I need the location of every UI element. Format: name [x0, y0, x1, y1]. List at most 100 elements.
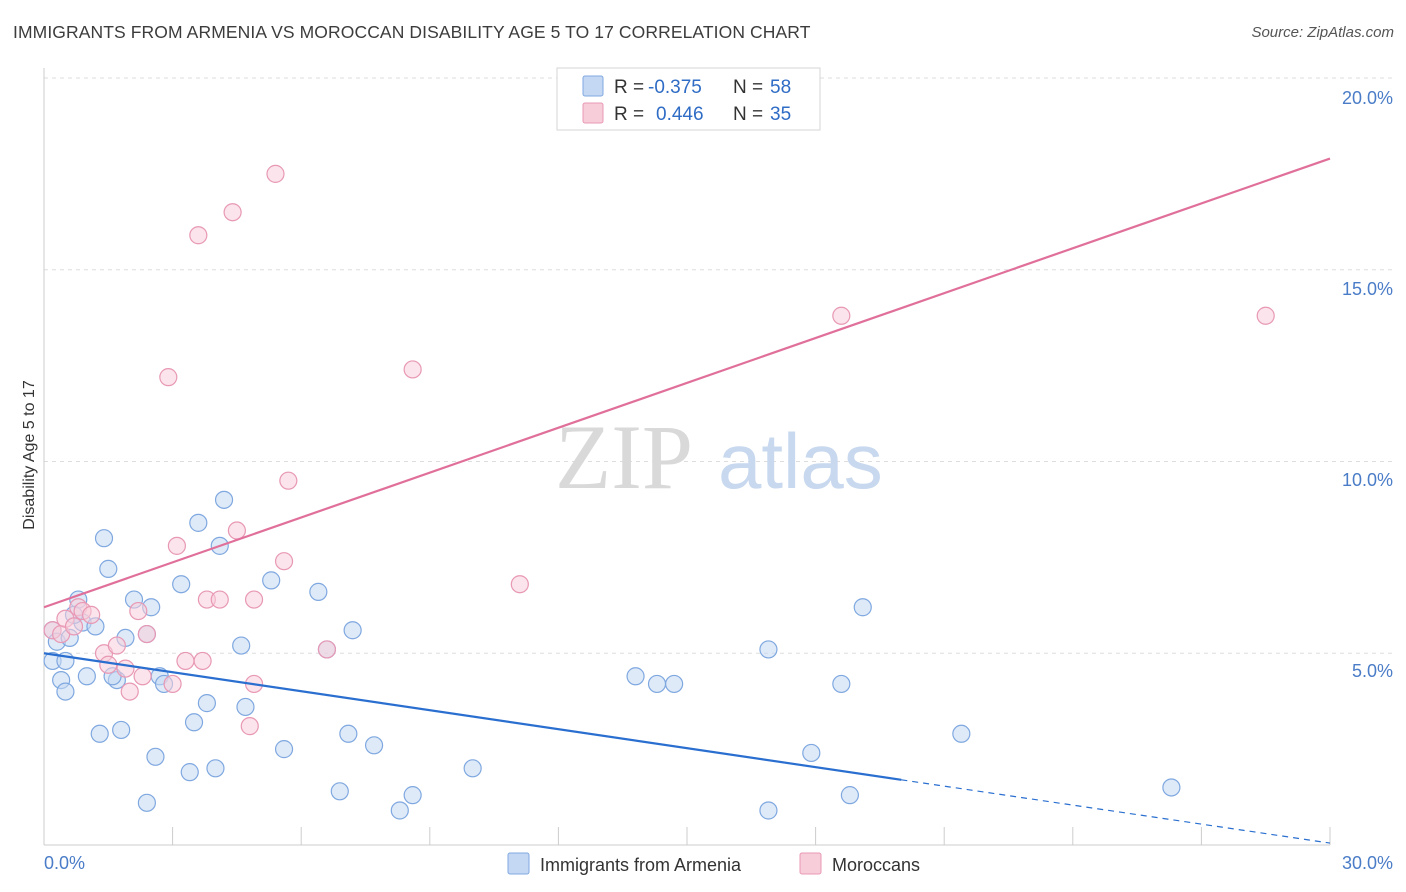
armenia-point-38 [364, 736, 384, 755]
armenia-point-33 [309, 582, 328, 601]
stats-legend: R = -0.375 N = 58 R = 0.446 N = 35 [556, 67, 821, 131]
legend-swatch-armenia [582, 75, 604, 97]
armenia-point-9 [77, 667, 96, 686]
armenia-point-47 [802, 743, 821, 763]
moroccans-point-11 [120, 682, 139, 701]
moroccans-point-19 [189, 226, 208, 245]
chart-title: IMMIGRANTS FROM ARMENIA VS MOROCCAN DISA… [13, 22, 811, 42]
x-tick-marks [43, 827, 1331, 845]
armenia-point-37 [343, 621, 362, 640]
gridlines [44, 77, 1392, 654]
y-tick-label-10: 10.0% [1342, 470, 1393, 490]
trend-lines [43, 157, 1331, 844]
armenia-point-43 [647, 674, 667, 694]
x-tick-label-end: 30.0% [1342, 853, 1393, 873]
moroccans-point-12 [129, 601, 148, 621]
armenia-point-11 [94, 529, 114, 548]
moroccans-point-6 [82, 605, 101, 625]
watermark-zip: ZIP [555, 406, 693, 508]
moroccans-point-33 [510, 575, 529, 594]
moroccans-point-14 [137, 624, 156, 644]
y-tick-label-20: 20.0% [1342, 88, 1393, 108]
legend-r-value-2: 0.446 [656, 104, 704, 125]
armenia-point-29 [232, 636, 251, 655]
armenia-point-39 [390, 801, 409, 820]
moroccans-point-32 [403, 360, 422, 379]
y-tick-label-15: 15.0% [1342, 279, 1393, 299]
series-legend-swatch-moroccans [799, 852, 822, 875]
armenia-point-26 [206, 759, 225, 778]
legend-n-value-2: 35 [770, 104, 791, 125]
legend-n-label-1: N = [733, 77, 763, 98]
armenia-point-31 [262, 571, 281, 590]
armenia-trend-line [43, 652, 902, 781]
moroccans-point-24 [227, 521, 246, 540]
moroccans-point-34 [832, 306, 851, 325]
armenia-point-30 [236, 697, 255, 717]
moroccans-point-18 [176, 651, 195, 671]
y-tick-label-5: 5.0% [1352, 661, 1393, 681]
moroccans-point-30 [279, 471, 298, 490]
armenia-point-24 [189, 513, 208, 532]
armenia-point-32 [274, 740, 294, 759]
series-legend-label-armenia: Immigrants from Armenia [540, 855, 742, 875]
armenia-point-48 [832, 674, 851, 694]
legend-r-value-1: -0.375 [648, 77, 702, 98]
armenia-point-41 [463, 759, 482, 778]
moroccans-point-35 [1256, 306, 1275, 325]
moroccans-point-15 [159, 368, 178, 387]
legend-n-label-2: N = [733, 104, 763, 125]
armenia-point-54 [90, 724, 109, 743]
series-legend: Immigrants from Armenia Moroccans [507, 852, 920, 875]
moroccans-point-17 [167, 536, 186, 555]
moroccans-point-28 [266, 164, 285, 183]
moroccans-point-9 [107, 636, 126, 655]
source-label: Source: ZipAtlas.com [1251, 24, 1394, 41]
legend-r-label-1: R = [614, 77, 644, 98]
moroccans-point-25 [240, 717, 259, 736]
armenia-point-5 [56, 682, 75, 701]
armenia-point-40 [403, 786, 422, 805]
moroccans-point-31 [317, 640, 337, 659]
armenia-point-36 [339, 724, 358, 743]
armenia-point-25 [197, 694, 216, 713]
scatter-points [43, 164, 1275, 820]
armenia-point-50 [853, 598, 872, 617]
armenia-point-46 [759, 640, 778, 659]
armenia-point-52 [1162, 778, 1181, 797]
moroccans-point-23 [223, 203, 242, 222]
armenia-point-22 [180, 763, 199, 782]
x-tick-label-start: 0.0% [44, 853, 85, 873]
moroccans-point-27 [244, 590, 264, 609]
legend-swatch-moroccans [582, 102, 604, 124]
moroccans-point-20 [193, 651, 212, 671]
armenia-point-14 [112, 720, 131, 740]
armenia-point-42 [626, 667, 645, 686]
series-legend-label-moroccans: Moroccans [832, 855, 920, 875]
armenia-point-45 [759, 801, 778, 820]
moroccans-point-13 [133, 667, 152, 686]
moroccans-trend-line [43, 157, 1331, 609]
moroccans-point-16 [163, 674, 182, 694]
armenia-point-35 [330, 782, 349, 801]
legend-n-value-1: 58 [770, 77, 791, 98]
moroccans-point-8 [99, 655, 118, 674]
armenia-point-28 [214, 490, 234, 509]
series-legend-swatch-armenia [507, 852, 530, 875]
armenia-point-12 [99, 559, 118, 578]
moroccans-point-10 [116, 659, 135, 678]
armenia-point-44 [665, 674, 684, 694]
armenia-point-51 [952, 724, 971, 743]
y-axis-label: Disability Age 5 to 17 [21, 380, 38, 530]
legend-r-label-2: R = [614, 104, 644, 125]
watermark-atlas: atlas [718, 417, 883, 505]
armenia-trend-extension [901, 779, 1331, 844]
armenia-point-55 [137, 793, 156, 812]
armenia-point-21 [172, 575, 191, 594]
moroccans-point-22 [210, 590, 229, 609]
armenia-point-23 [184, 713, 204, 732]
armenia-point-53 [146, 747, 165, 766]
moroccans-point-29 [274, 552, 294, 571]
moroccans-point-3 [64, 617, 84, 636]
